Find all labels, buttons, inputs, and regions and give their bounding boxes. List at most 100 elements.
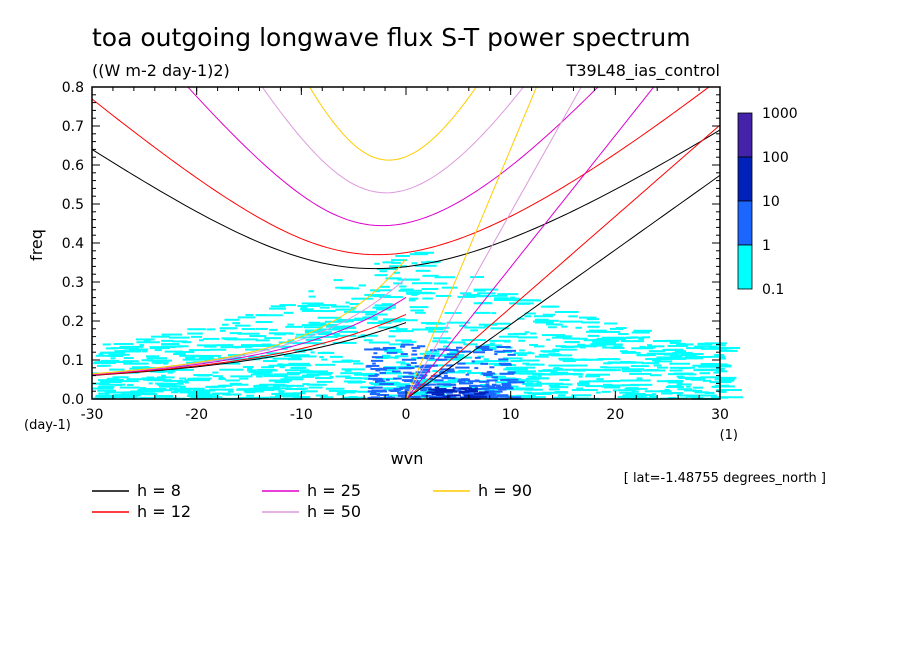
shading-cell [399, 285, 407, 288]
shading-cell [647, 353, 656, 356]
shading-cell [97, 389, 116, 392]
shading-cell [533, 315, 553, 318]
shading-cell [371, 389, 387, 392]
shading-cell [474, 387, 479, 390]
shading-cell [609, 327, 617, 330]
shading-cell [713, 371, 721, 374]
shading-cell [369, 393, 381, 396]
shading-cell [436, 383, 452, 386]
shading-cell [255, 339, 270, 342]
shading-cell [478, 395, 487, 398]
shading-cell [126, 378, 146, 381]
shading-cell [245, 391, 256, 394]
shading-cell [452, 386, 457, 389]
shading-cell [220, 346, 241, 349]
shading-cell [717, 396, 743, 399]
shading-cell [610, 346, 625, 349]
shading-cell [364, 348, 379, 351]
shading-cell [262, 360, 277, 363]
shading-cell [239, 377, 249, 380]
shading-cell [187, 332, 203, 335]
legend: h = 8 h = 12 h = 25 h = 50 h = 90 [92, 481, 532, 521]
shading-cell [339, 308, 355, 311]
shading-cell [719, 349, 738, 352]
shading-cell [677, 388, 692, 391]
shading-cell [498, 362, 511, 365]
shading-cell [486, 379, 498, 382]
shading-cell [319, 310, 336, 313]
shading-cell [372, 306, 396, 309]
shading-cell [575, 326, 582, 329]
shading-cell [621, 368, 645, 371]
shading-cell [255, 384, 263, 387]
shading-cell [475, 345, 490, 348]
shading-cell [234, 324, 251, 327]
shading-cell [401, 340, 417, 343]
shading-cell [309, 324, 324, 327]
shading-cell [551, 336, 571, 339]
shading-cell [444, 356, 458, 359]
shading-cell [647, 345, 665, 348]
shading-cell [132, 366, 156, 369]
shading-cell [157, 376, 175, 379]
shading-cell [665, 386, 684, 389]
shading-cell [410, 362, 417, 365]
shading-cell [390, 389, 399, 392]
colorbar-label: 0.1 [762, 282, 784, 298]
shading-cell [410, 381, 432, 384]
shading-cell [491, 294, 508, 297]
shading-cell [550, 371, 569, 374]
shading-cell [329, 355, 343, 358]
shading-cell [612, 389, 618, 392]
shading-cell [507, 333, 527, 336]
gravity-curve [92, 129, 720, 270]
shading-cell [232, 345, 253, 348]
shading-cell [142, 392, 156, 395]
shading-cell [562, 337, 580, 340]
shading-cell [381, 303, 393, 306]
shading-cell [196, 344, 218, 347]
shading-cell [503, 340, 511, 343]
shading-cell [480, 362, 488, 365]
shading-cell [342, 325, 355, 328]
shading-cell [490, 390, 503, 393]
gravity-curve [187, 87, 599, 227]
shading-cell [219, 368, 244, 371]
shading-cell [95, 354, 114, 357]
shading-cell [677, 344, 689, 347]
shading-cell [498, 335, 519, 338]
shading-cell [605, 338, 626, 341]
shading-cell [246, 369, 257, 372]
shading-cell [329, 376, 334, 379]
shading-cell [343, 380, 362, 383]
shading-cell [315, 394, 328, 397]
shading-cell [513, 299, 539, 302]
x-tick-label: -20 [185, 407, 208, 423]
shading-cell [386, 351, 398, 354]
shading-cell [263, 375, 288, 378]
shading-cell [151, 361, 169, 364]
shading-cell [225, 393, 232, 396]
shading-cell [578, 375, 583, 378]
shading-cell [490, 394, 496, 397]
shading-cell [369, 289, 392, 292]
shading-cell [487, 387, 495, 390]
shading-cell [536, 381, 542, 384]
shading-cell [577, 384, 590, 387]
shading-cell [219, 327, 238, 330]
shading-cell [264, 337, 282, 340]
shading-cell [192, 377, 212, 380]
shading-cell [98, 392, 110, 395]
shading-cell [136, 390, 153, 393]
shading-cell [501, 383, 511, 386]
shading-cell [511, 372, 534, 375]
shading-cell [489, 339, 511, 342]
shading-cell [415, 269, 431, 272]
shading-cell [249, 335, 267, 338]
shading-cell [242, 358, 261, 361]
shading-cell [472, 360, 489, 363]
shading-cell [100, 380, 122, 383]
shading-cell [541, 334, 565, 337]
shading-cell [112, 376, 129, 379]
shading-cell [247, 367, 253, 370]
